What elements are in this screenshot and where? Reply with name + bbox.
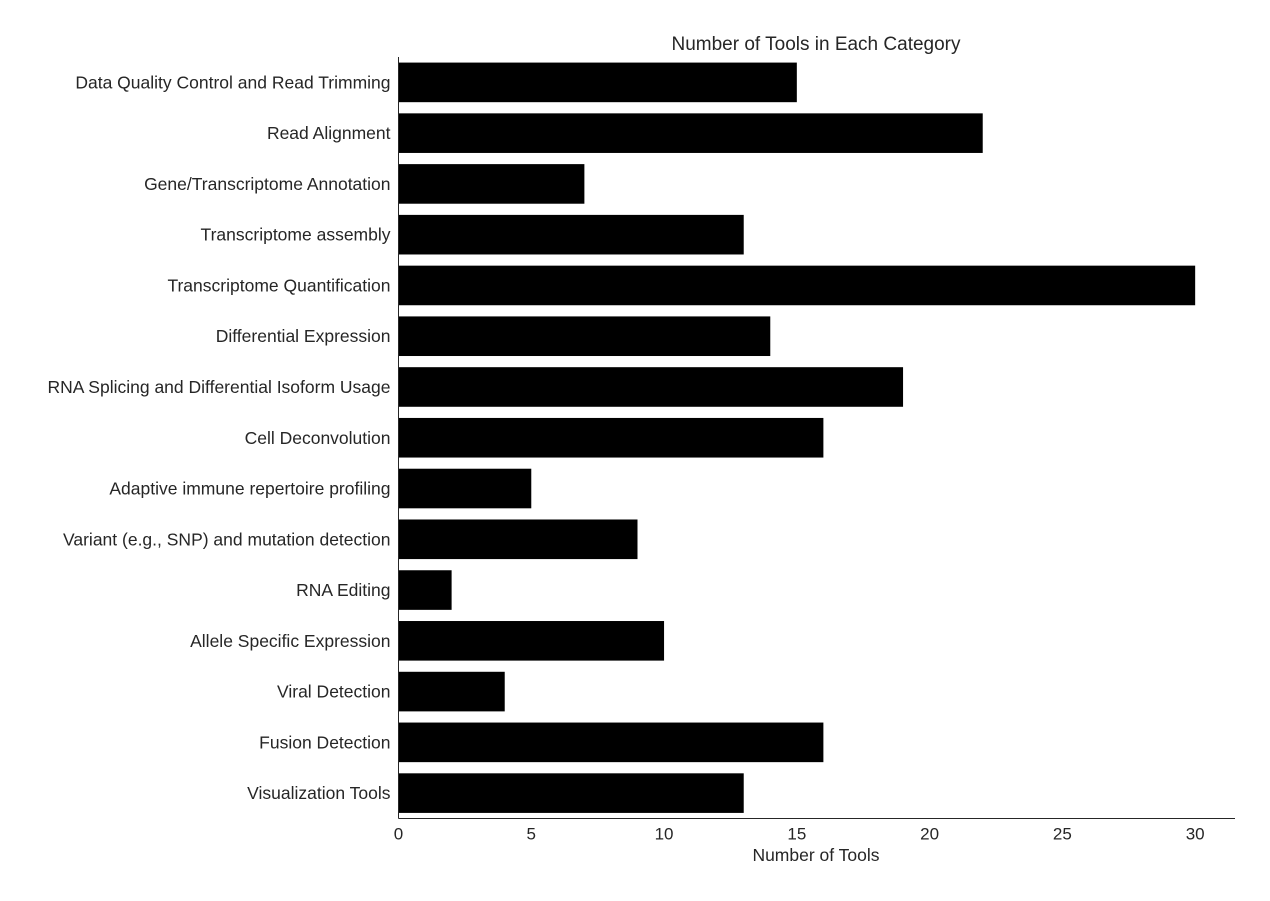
bar-5 <box>398 316 771 357</box>
x-tick-label-0: 0 <box>394 825 403 844</box>
category-label-0: Data Quality Control and Read Trimming <box>75 72 390 92</box>
x-axis-ticks: 0 5 10 15 20 25 30 <box>394 825 1205 844</box>
category-label-2: Gene/Transcriptome Annotation <box>144 174 390 194</box>
category-label-9: Variant (e.g., SNP) and mutation detecti… <box>63 529 391 549</box>
category-label-14: Visualization Tools <box>247 783 391 803</box>
category-label-12: Viral Detection <box>277 682 391 702</box>
bar-3 <box>398 214 744 255</box>
bars-group <box>398 62 1196 813</box>
bar-9 <box>398 519 638 560</box>
category-label-5: Differential Expression <box>216 326 391 346</box>
bar-4 <box>398 265 1196 306</box>
category-label-1: Read Alignment <box>267 123 391 143</box>
category-label-8: Adaptive immune repertoire profiling <box>109 479 390 499</box>
bar-6 <box>398 367 904 407</box>
chart-title: Number of Tools in Each Category <box>671 34 961 55</box>
category-label-7: Cell Deconvolution <box>245 428 391 448</box>
bar-13 <box>398 722 824 763</box>
x-tick-label-1: 5 <box>527 825 536 844</box>
category-labels: Data Quality Control and Read Trimming Re… <box>47 72 390 803</box>
bar-8 <box>398 468 532 509</box>
category-label-6: RNA Splicing and Differential Isoform Us… <box>47 377 390 397</box>
category-label-11: Allele Specific Expression <box>190 631 390 651</box>
category-label-10: RNA Editing <box>296 580 390 600</box>
category-label-3: Transcriptome assembly <box>201 225 391 245</box>
x-tick-label-5: 25 <box>1053 825 1072 844</box>
bar-11 <box>398 621 665 661</box>
bar-14 <box>398 773 744 813</box>
x-tick-label-2: 10 <box>655 825 674 844</box>
x-tick-label-6: 30 <box>1186 825 1205 844</box>
x-tick-label-4: 20 <box>920 825 939 844</box>
category-label-4: Transcriptome Quantification <box>167 275 390 295</box>
bar-10 <box>398 570 452 610</box>
bar-7 <box>398 417 824 458</box>
bar-1 <box>398 113 983 153</box>
bar-12 <box>398 671 505 712</box>
x-tick-label-3: 15 <box>787 825 806 844</box>
category-label-13: Fusion Detection <box>259 732 390 752</box>
bar-0 <box>398 62 797 103</box>
x-axis-label: Number of Tools <box>752 845 879 865</box>
bar-2 <box>398 164 585 204</box>
